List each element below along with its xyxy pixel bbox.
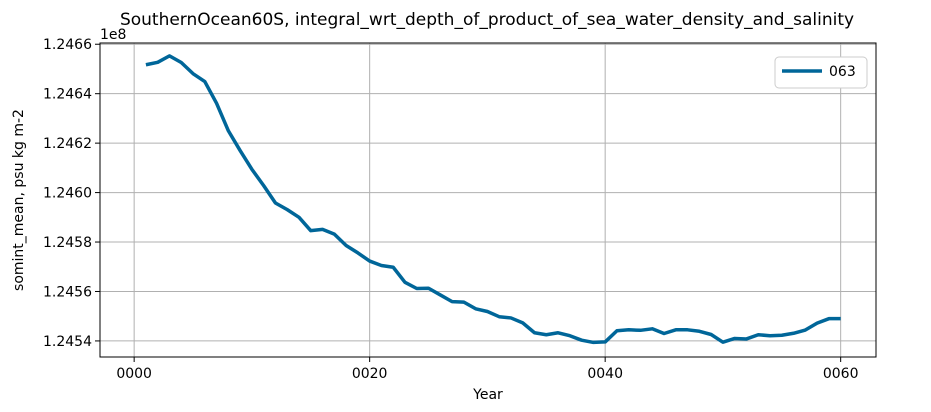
y-tick-label: 1.2464 [43,87,92,103]
chart-title: SouthernOcean60S, integral_wrt_depth_of_… [120,10,854,30]
y-tick-label: 1.2466 [43,37,92,53]
ticks: 0000 0020 0040 0060 1.2454 1.2456 1.2458 1.2460… [43,37,858,382]
y-tick-label: 1.2458 [43,235,92,251]
y-tick-label: 1.2462 [43,136,92,152]
series-layer [145,54,841,345]
plot-frame [99,42,877,358]
legend: 063 [774,56,868,89]
series-line-063 [145,54,841,345]
x-tick-label: 0000 [116,366,152,382]
y-tick-label: 1.2454 [43,334,92,350]
y-tick-label: 1.2460 [43,186,92,202]
y-tick-label: 1.2456 [43,284,92,300]
y-axis-label: somint_mean, psu kg m-2 [11,109,27,291]
x-tick-label: 0060 [823,366,859,382]
y-offset-label: 1e8 [100,27,126,43]
x-tick-label: 0020 [352,366,388,382]
legend-label-063: 063 [829,64,856,80]
x-axis-label: Year [472,387,503,403]
x-tick-label: 0040 [587,366,623,382]
grid [100,43,876,357]
